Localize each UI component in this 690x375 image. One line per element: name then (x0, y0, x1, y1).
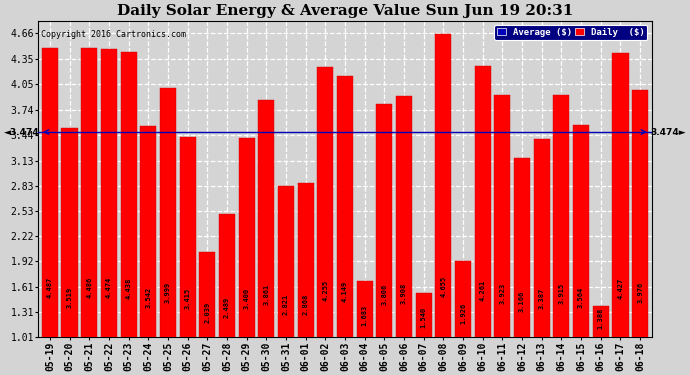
Bar (632, 90, 648, 375)
Bar (199, 252, 215, 375)
Text: 3.564: 3.564 (578, 286, 584, 308)
Bar (455, 261, 471, 375)
Bar (573, 124, 589, 375)
Bar (415, 293, 432, 375)
Text: 1.388: 1.388 (598, 308, 604, 329)
Bar (337, 76, 353, 375)
Bar (121, 52, 137, 375)
Text: 3.542: 3.542 (146, 286, 151, 308)
Text: 3.474►: 3.474► (650, 128, 686, 136)
Text: 2.868: 2.868 (303, 293, 308, 315)
Text: ◄3.474: ◄3.474 (4, 128, 40, 136)
Text: 1.683: 1.683 (362, 305, 368, 326)
Bar (258, 100, 275, 375)
Legend: Average ($), Daily  ($): Average ($), Daily ($) (494, 25, 647, 40)
Text: 3.908: 3.908 (401, 283, 407, 304)
Bar (297, 183, 314, 375)
Title: Daily Solar Energy & Average Value Sun Jun 19 20:31: Daily Solar Energy & Average Value Sun J… (117, 4, 573, 18)
Bar (435, 34, 451, 375)
Text: 1.926: 1.926 (460, 303, 466, 324)
Text: 3.415: 3.415 (185, 288, 190, 309)
Bar (239, 138, 255, 375)
Text: 4.261: 4.261 (480, 279, 486, 301)
Text: 3.999: 3.999 (165, 282, 171, 303)
Text: 3.166: 3.166 (519, 290, 525, 312)
Text: 4.486: 4.486 (86, 277, 92, 298)
Bar (42, 48, 58, 375)
Bar (357, 281, 373, 375)
Text: 4.655: 4.655 (440, 275, 446, 297)
Bar (61, 128, 77, 375)
Bar (514, 158, 530, 375)
Text: 2.039: 2.039 (204, 302, 210, 323)
Text: 2.821: 2.821 (283, 294, 289, 315)
Text: 3.861: 3.861 (264, 284, 269, 304)
Text: 4.255: 4.255 (322, 279, 328, 301)
Text: 4.427: 4.427 (618, 278, 624, 299)
Bar (593, 306, 609, 375)
Text: 3.923: 3.923 (500, 283, 505, 304)
Text: 3.400: 3.400 (244, 288, 250, 309)
Bar (140, 126, 157, 375)
Bar (494, 94, 511, 375)
Bar (613, 53, 629, 375)
Text: 3.915: 3.915 (558, 283, 564, 304)
Bar (160, 88, 176, 375)
Bar (553, 95, 569, 375)
Text: 3.976: 3.976 (637, 282, 643, 303)
Bar (219, 214, 235, 375)
Text: 2.489: 2.489 (224, 297, 230, 318)
Bar (317, 67, 333, 375)
Bar (278, 186, 294, 375)
Bar (179, 137, 196, 375)
Text: 3.387: 3.387 (539, 288, 544, 309)
Text: Copyright 2016 Cartronics.com: Copyright 2016 Cartronics.com (41, 30, 186, 39)
Text: 4.149: 4.149 (342, 280, 348, 302)
Text: 1.540: 1.540 (421, 307, 426, 328)
Bar (475, 66, 491, 375)
Text: 4.474: 4.474 (106, 277, 112, 298)
Text: 4.487: 4.487 (47, 277, 53, 298)
Bar (396, 96, 412, 375)
Text: 3.519: 3.519 (66, 287, 72, 308)
Bar (533, 139, 550, 375)
Bar (376, 104, 393, 375)
Text: 4.438: 4.438 (126, 278, 132, 299)
Bar (101, 49, 117, 375)
Bar (81, 48, 97, 375)
Text: 3.806: 3.806 (382, 284, 387, 305)
